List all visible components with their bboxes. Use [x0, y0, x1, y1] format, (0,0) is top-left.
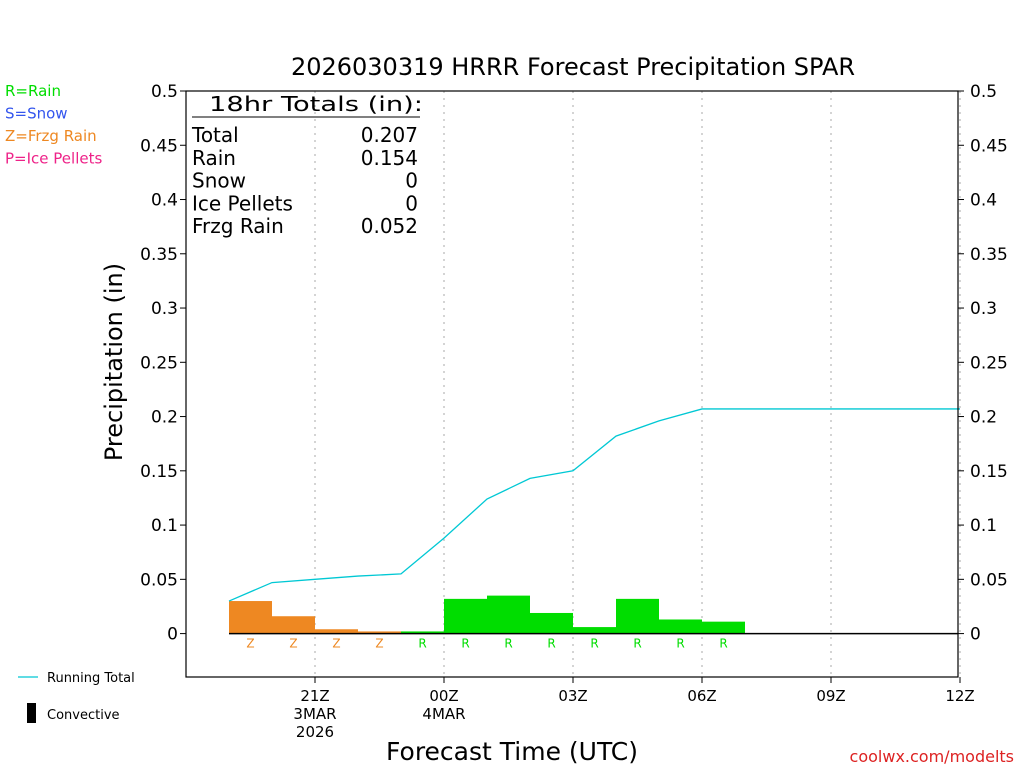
y-tick-label-left: 0.35	[140, 245, 178, 265]
y-tick-label-left: 0.15	[140, 462, 178, 482]
x-tick-label: 4MAR	[422, 705, 465, 723]
convective-legend-label: Convective	[47, 708, 120, 723]
totals-row-label: Rain	[192, 146, 236, 170]
y-tick-label-right: 0.4	[970, 191, 997, 211]
legend-ptype-p: P=Ice Pellets	[5, 150, 102, 168]
x-tick-label: 00Z	[429, 687, 458, 705]
running-total-legend-label: Running Total	[47, 671, 135, 686]
y-tick-label-left: 0.5	[151, 82, 178, 102]
y-tick-label-right: 0.05	[970, 570, 1008, 590]
x-tick-label: 2026	[296, 723, 334, 741]
y-tick-label-left: 0.45	[140, 136, 178, 156]
ptype-label: R	[547, 637, 555, 651]
ptype-label: R	[633, 637, 641, 651]
ptype-label: Z	[375, 637, 383, 651]
x-tick-label: 21Z	[300, 687, 329, 705]
ptype-label: R	[461, 637, 469, 651]
totals-row-label: Total	[191, 123, 239, 147]
chart-title: 2026030319 HRRR Forecast Precipitation S…	[291, 53, 855, 81]
totals-row-value: 0.052	[361, 214, 418, 238]
precip-bar	[229, 601, 272, 634]
ptype-label: Z	[289, 637, 297, 651]
precip-bar	[358, 631, 401, 634]
y-tick-label-right: 0.45	[970, 136, 1008, 156]
totals-row-value: 0.207	[361, 123, 418, 147]
ptype-label: R	[719, 637, 727, 651]
totals-row-label: Ice Pellets	[192, 191, 293, 215]
precip-bar	[272, 616, 315, 634]
y-tick-label-left: 0.25	[140, 353, 178, 373]
totals-header: 18hr Totals (in):	[209, 92, 423, 116]
y-tick-label-left: 0	[167, 625, 178, 645]
x-tick-label: 06Z	[687, 687, 716, 705]
running-total-line-group	[228, 408, 960, 602]
ptype-label: R	[418, 637, 426, 651]
ptype-label: Z	[332, 637, 340, 651]
x-axis-label: Forecast Time (UTC)	[386, 737, 638, 766]
y-tick-label-right: 0.3	[970, 299, 997, 319]
y-tick-label-right: 0.25	[970, 353, 1008, 373]
x-tick-label: 03Z	[558, 687, 587, 705]
ptype-label: R	[590, 637, 598, 651]
running-total-line	[228, 408, 960, 602]
precip-bar	[444, 598, 487, 634]
convective-legend-swatch	[27, 703, 36, 723]
precip-bar	[315, 629, 358, 634]
y-tick-label-right: 0	[970, 625, 981, 645]
hourly-precip-bars	[229, 595, 745, 634]
y-tick-label-right: 0.35	[970, 245, 1008, 265]
ptype-label: R	[504, 637, 512, 651]
y-axis-label: Precipitation (in)	[100, 263, 128, 461]
y-tick-label-left: 0.05	[140, 570, 178, 590]
precip-bar	[659, 619, 702, 634]
y-tick-label-right: 0.5	[970, 82, 997, 102]
plot-frame	[185, 90, 959, 678]
totals-box: 18hr Totals (in): Total 0.207 Rain 0.154 Snow…	[191, 92, 423, 238]
credit-link[interactable]: coolwx.com/modelts	[850, 747, 1014, 766]
x-tick-label: 09Z	[816, 687, 845, 705]
precip-bar	[616, 598, 659, 634]
totals-row-label: Snow	[192, 169, 246, 193]
legend: R=Rain S=Snow Z=Frzg Rain P=Ice Pellets Runn…	[5, 82, 135, 723]
precip-bar	[573, 627, 616, 634]
y-tick-label-right: 0.1	[970, 516, 997, 536]
totals-row-value: 0	[405, 191, 418, 215]
precip-bar	[401, 631, 444, 634]
ptype-label: R	[676, 637, 684, 651]
y-tick-label-left: 0.2	[151, 408, 178, 428]
legend-ptype-s: S=Snow	[5, 105, 68, 123]
ptype-label: Z	[246, 637, 254, 651]
axes: 0 00.05 0.050.1 0.10.15 0.150.2 0.20.25 0.250.…	[140, 82, 1008, 741]
precip-bar	[487, 595, 530, 634]
legend-ptype-z: Z=Frzg Rain	[5, 127, 97, 145]
y-tick-label-right: 0.15	[970, 462, 1008, 482]
totals-row-label: Frzg Rain	[192, 214, 284, 238]
precip-bar	[702, 621, 745, 634]
legend-ptype-r: R=Rain	[5, 82, 61, 100]
y-tick-label-left: 0.4	[151, 191, 178, 211]
x-tick-label: 3MAR	[293, 705, 336, 723]
x-tick-label: 12Z	[945, 687, 974, 705]
totals-row-value: 0	[405, 169, 418, 193]
totals-row-value: 0.154	[361, 146, 418, 170]
y-tick-label-left: 0.3	[151, 299, 178, 319]
y-tick-label-left: 0.1	[151, 516, 178, 536]
y-tick-label-right: 0.2	[970, 408, 997, 428]
precip-bar	[530, 612, 573, 634]
